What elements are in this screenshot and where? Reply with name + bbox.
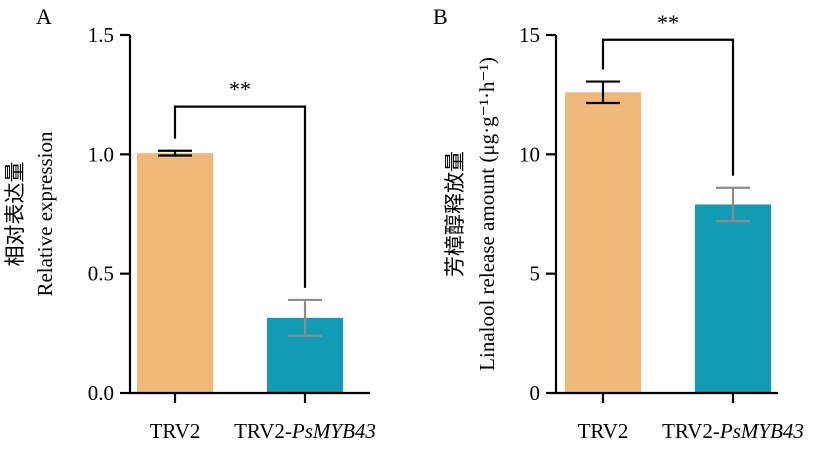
y-tick-label: 1.0	[88, 142, 114, 166]
y-tick-label: 1.5	[88, 23, 114, 47]
y-axis-label: Relative expression	[33, 131, 57, 297]
y-tick-label: 10	[519, 142, 540, 166]
y-tick-label: 0.0	[88, 381, 114, 405]
y-tick-label: 15	[519, 23, 540, 47]
y-axis-label: 芳樟醇释放量	[443, 151, 467, 277]
x-tick-label-part: TRV2	[578, 419, 629, 443]
significance-label: **	[229, 77, 251, 102]
x-tick-label-part: TRV2	[150, 419, 201, 443]
x-tick-label: TRV2-PsMYB43	[234, 419, 376, 443]
y-axis-label: Linalool release amount (μg·g⁻¹·h⁻¹)	[475, 57, 499, 371]
x-tick-label: TRV2	[150, 419, 201, 443]
panel-letter: B	[433, 4, 448, 29]
chart-panel-b: B 0 5 10 15 TRV2 TRV2-PsMYB43 ** 芳樟醇释放量 Linalool …	[433, 4, 804, 443]
x-tick-label-part: TRV2-	[234, 419, 292, 443]
bar	[137, 153, 213, 393]
significance-bracket	[601, 38, 735, 176]
significance-bracket	[173, 105, 307, 288]
x-tick-label: TRV2	[578, 419, 629, 443]
y-axis-label: 相对表达量	[3, 162, 27, 267]
x-tick-label-part: PsMYB43	[719, 419, 804, 443]
x-tick-label-part: PsMYB43	[291, 419, 376, 443]
bar	[695, 204, 771, 393]
y-tick-label: 0	[530, 381, 541, 405]
y-tick-label: 0.5	[88, 262, 114, 286]
y-tick-label: 5	[530, 262, 541, 286]
chart-panel-a: A 0.0 0.5 1.0 1.5 TRV2 TRV2-PsMYB43 ** 相对表达量 Rela…	[3, 4, 376, 443]
error-bar	[288, 298, 322, 337]
x-tick-label: TRV2-PsMYB43	[662, 419, 804, 443]
error-bar	[158, 149, 192, 157]
x-tick-label-part: TRV2-	[662, 419, 720, 443]
panel-letter: A	[36, 4, 52, 29]
significance-label: **	[657, 10, 679, 35]
error-bar	[586, 80, 620, 105]
error-bar	[716, 186, 750, 223]
bar	[565, 92, 641, 393]
